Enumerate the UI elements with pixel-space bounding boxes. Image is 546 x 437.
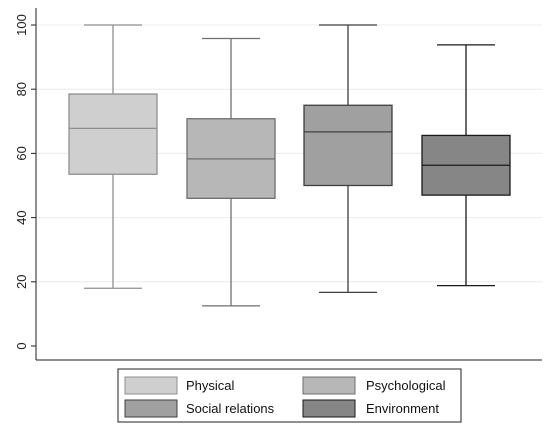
box-social-relations <box>303 24 393 294</box>
legend: Physical Psychological Social relations Env… <box>117 368 462 423</box>
y-tick-label-40: 40 <box>14 210 29 224</box>
legend-label: Physical <box>186 378 235 393</box>
iqr-box <box>303 104 393 187</box>
boxes <box>68 24 511 307</box>
legend-swatch <box>124 376 178 395</box>
y-tick-label-100: 100 <box>14 14 29 36</box>
iqr-box <box>68 93 158 175</box>
box-psychological <box>186 37 276 307</box>
legend-label: Psychological <box>366 378 446 393</box>
legend-label: Environment <box>366 401 439 416</box>
legend-item-psychological: Psychological <box>302 376 446 395</box>
y-axis: 0 20 40 60 80 100 <box>14 8 542 361</box>
legend-item-environment: Environment <box>302 399 439 418</box>
legend-swatch <box>302 376 356 395</box>
legend-swatch <box>302 399 356 418</box>
legend-swatch <box>124 399 178 418</box>
y-tick-label-20: 20 <box>14 275 29 289</box>
legend-label: Social relations <box>186 401 275 416</box>
box-physical <box>68 24 158 289</box>
legend-item-social-relations: Social relations <box>124 399 275 418</box>
y-tick-label-80: 80 <box>14 82 29 96</box>
y-tick-label-0: 0 <box>14 342 29 349</box>
box-environment <box>421 44 511 287</box>
legend-item-physical: Physical <box>124 376 235 395</box>
y-tick-label-60: 60 <box>14 146 29 160</box>
